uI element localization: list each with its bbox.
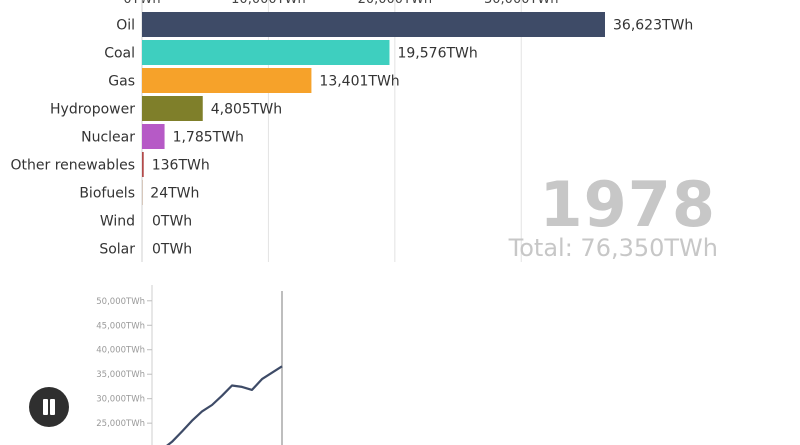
bar-category-label: Other renewables — [11, 158, 135, 174]
bar — [142, 12, 605, 37]
line-chart: 25,000TWh 30,000TWh 35,000TWh 40,000TWh 45,0… — [96, 285, 283, 445]
bar-category-label: Biofuels — [79, 186, 135, 202]
y-tick-label: 30,000TWh — [96, 395, 145, 405]
total-label: Total: 76,350TWh — [508, 234, 718, 262]
pause-icon-bar — [50, 399, 55, 415]
bar-value-label: 0TWh — [152, 214, 192, 230]
series-line — [166, 365, 283, 445]
bar-category-label: Wind — [100, 214, 135, 230]
x-tick-label: 10,000TWh — [231, 0, 306, 7]
x-tick-label: 20,000TWh — [358, 0, 433, 7]
bar-value-label: 4,805TWh — [211, 102, 282, 118]
bar — [142, 152, 144, 177]
x-tick-label: 30,000TWh — [484, 0, 559, 7]
bar-value-label: 24TWh — [150, 186, 199, 202]
bar-category-label: Gas — [108, 74, 135, 90]
bar-value-label: 36,623TWh — [613, 18, 693, 34]
bar-category-label: Oil — [116, 18, 135, 34]
bar-chart: 0TWh 10,000TWh 20,000TWh 30,000TWh Oil 36,623… — [11, 0, 693, 262]
y-tick-label: 50,000TWh — [96, 297, 145, 307]
bar-category-label: Coal — [104, 46, 135, 62]
bar — [142, 68, 312, 93]
y-tick-label: 25,000TWh — [96, 419, 145, 429]
bar-value-label: 1,785TWh — [173, 130, 244, 146]
bar — [142, 40, 390, 65]
y-tick-label: 35,000TWh — [96, 370, 145, 380]
bar-category-label: Nuclear — [81, 130, 135, 146]
bar-value-label: 136TWh — [152, 158, 210, 174]
bar-value-label: 19,576TWh — [397, 46, 477, 62]
pause-icon — [43, 399, 48, 415]
bar — [142, 96, 203, 121]
year-label: 1978 — [539, 168, 716, 241]
bar-value-label: 13,401TWh — [319, 74, 399, 90]
y-tick-label: 40,000TWh — [96, 346, 145, 356]
bar — [142, 124, 165, 149]
pause-button[interactable] — [29, 387, 69, 427]
bar-category-label: Hydropower — [50, 102, 135, 118]
bar-category-label: Solar — [99, 242, 135, 258]
bar-value-label: 0TWh — [152, 242, 192, 258]
y-tick-label: 45,000TWh — [96, 321, 145, 331]
